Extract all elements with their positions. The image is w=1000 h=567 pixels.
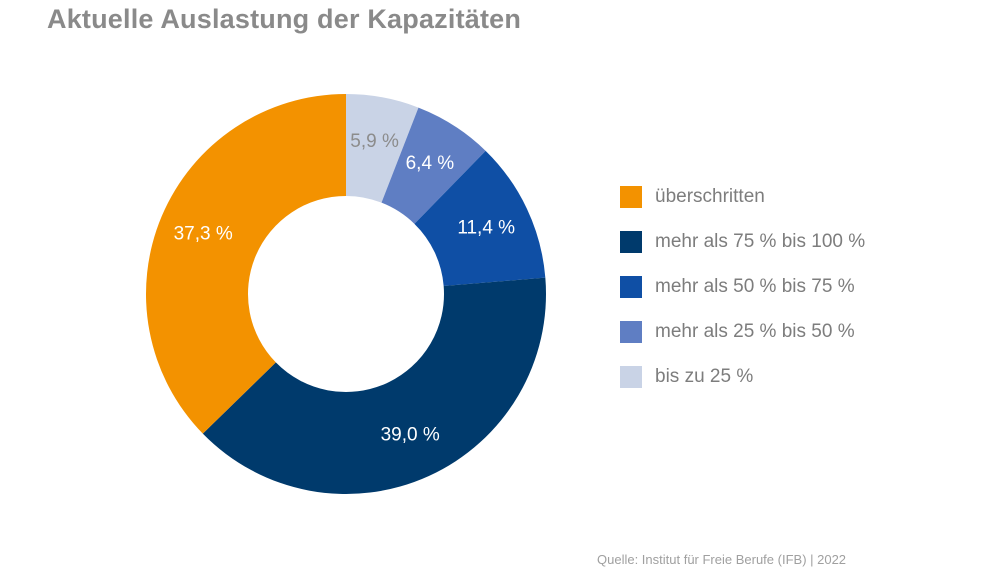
slice-label-bis-zu-25: 5,9 %	[350, 131, 399, 152]
slice-label-ueberschritten: 37,3 %	[174, 223, 233, 244]
legend-item-mehr-als-25-bis-50: mehr als 25 % bis 50 %	[620, 309, 865, 354]
legend-label: überschritten	[655, 185, 765, 207]
legend-swatch	[620, 365, 642, 388]
slice-label-mehr-als-25-bis-50: 6,4 %	[406, 153, 455, 174]
legend-swatch	[620, 185, 642, 208]
slice-mehr-als-25-bis-50	[381, 107, 486, 224]
source-note: Quelle: Institut für Freie Berufe (IFB) …	[597, 552, 847, 567]
legend-label: mehr als 50 % bis 75 %	[655, 275, 855, 297]
slice-bis-zu-25	[346, 94, 419, 203]
legend-swatch	[620, 230, 642, 253]
legend-item-bis-zu-25: bis zu 25 %	[620, 354, 865, 399]
legend-item-ueberschritten: überschritten	[620, 174, 865, 219]
chart-legend: überschritten mehr als 75 % bis 100 % mehr…	[620, 174, 865, 399]
chart-title: Aktuelle Auslastung der Kapazitäten	[47, 4, 522, 34]
slice-mehr-als-50-bis-75	[414, 150, 546, 287]
slice-label-mehr-als-75-bis-100: 39,0 %	[381, 425, 440, 446]
slice-label-mehr-als-50-bis-75: 11,4 %	[457, 218, 515, 239]
legend-swatch	[620, 320, 642, 343]
legend-swatch	[620, 275, 642, 298]
legend-label: mehr als 75 % bis 100 %	[655, 230, 866, 252]
legend-label: bis zu 25 %	[655, 365, 754, 387]
legend-item-mehr-als-75-bis-100: mehr als 75 % bis 100 %	[620, 219, 865, 264]
legend-item-mehr-als-50-bis-75: mehr als 50 % bis 75 %	[620, 264, 865, 309]
slice-mehr-als-75-bis-100	[202, 277, 547, 494]
legend-label: mehr als 25 % bis 50 %	[655, 320, 855, 342]
donut-chart: 5,9 % 6,4 % 11,4 % 39,0 % 37,3 %	[145, 94, 547, 494]
slice-ueberschritten	[145, 94, 346, 434]
